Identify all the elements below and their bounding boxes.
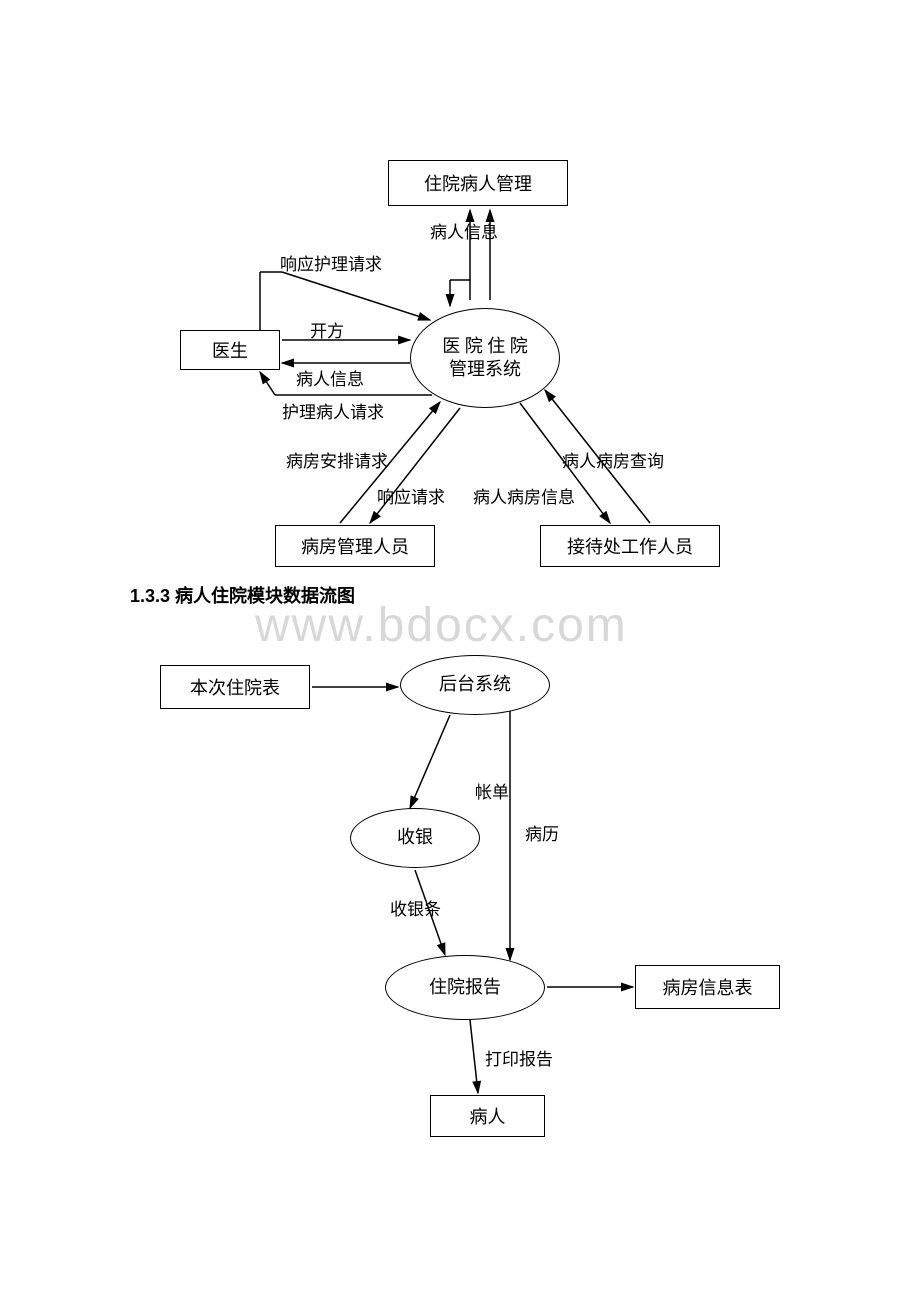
node-backend: 后台系统 bbox=[400, 655, 550, 715]
node-label: 病人 bbox=[470, 1103, 506, 1129]
node-admission-table: 本次住院表 bbox=[160, 665, 310, 709]
label-print-report: 打印报告 bbox=[485, 1045, 553, 1070]
node-cashier: 收银 bbox=[350, 808, 480, 868]
node-label: 收银 bbox=[397, 826, 433, 849]
label-bill: 帐单 bbox=[475, 778, 509, 803]
label-care-request: 护理病人请求 bbox=[282, 398, 384, 423]
node-label: 病房信息表 bbox=[663, 974, 753, 1000]
node-ward-info-table: 病房信息表 bbox=[635, 965, 780, 1009]
node-system: 医 院 住 院 管理系统 bbox=[410, 308, 560, 408]
node-inpatient-mgmt: 住院病人管理 bbox=[388, 160, 568, 206]
diagram-canvas: www.bdocx.com 住院病人管理 医生 医 院 住 院 管理系统 病房管… bbox=[0, 0, 920, 1302]
label-patient-info-top: 病人信息 bbox=[430, 218, 498, 243]
node-report: 住院报告 bbox=[385, 955, 545, 1020]
section-title: 1.3.3 病人住院模块数据流图 bbox=[130, 582, 355, 608]
node-label: 后台系统 bbox=[439, 673, 511, 696]
label-ward-assign: 病房安排请求 bbox=[286, 447, 388, 472]
node-ward-staff: 病房管理人员 bbox=[275, 525, 435, 567]
node-label: 医生 bbox=[212, 337, 248, 363]
node-label: 住院报告 bbox=[429, 976, 501, 999]
node-label: 本次住院表 bbox=[190, 674, 280, 700]
label-request-response: 响应请求 bbox=[377, 483, 445, 508]
label-ward-query: 病人病房查询 bbox=[562, 447, 664, 472]
label-prescribe: 开方 bbox=[310, 317, 344, 342]
node-label: 接待处工作人员 bbox=[567, 533, 693, 559]
node-reception: 接待处工作人员 bbox=[540, 525, 720, 567]
label-receipt: 收银条 bbox=[390, 895, 441, 920]
label-medical-record: 病历 bbox=[525, 820, 559, 845]
label-care-response: 响应护理请求 bbox=[280, 250, 382, 275]
node-doctor: 医生 bbox=[180, 330, 280, 370]
node-patient: 病人 bbox=[430, 1095, 545, 1137]
label-ward-info: 病人病房信息 bbox=[473, 483, 575, 508]
node-label: 住院病人管理 bbox=[424, 170, 532, 196]
node-label: 病房管理人员 bbox=[301, 533, 409, 559]
node-label-line1: 医 院 住 院 bbox=[442, 335, 528, 358]
label-patient-info-left: 病人信息 bbox=[296, 365, 364, 390]
node-label-line2: 管理系统 bbox=[449, 358, 521, 381]
